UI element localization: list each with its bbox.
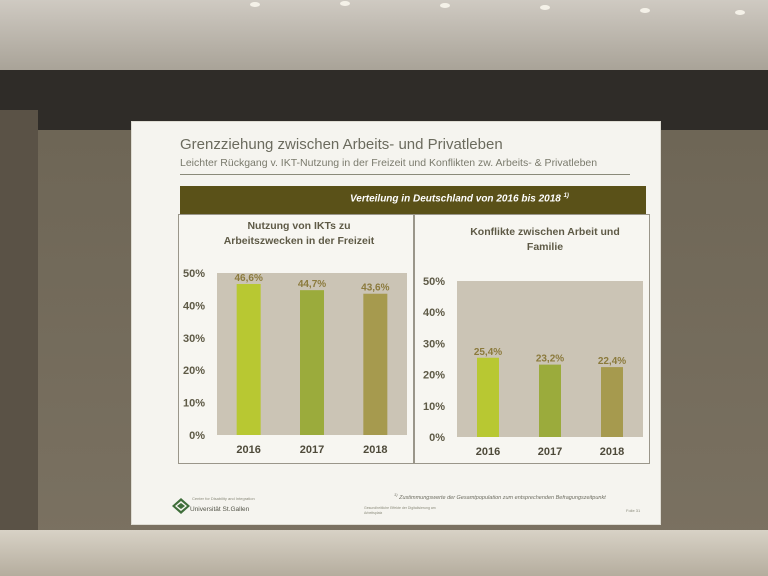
- ceiling-light: [340, 1, 350, 6]
- y-tick-label: 10%: [423, 401, 445, 413]
- x-tick-label: 2016: [236, 444, 260, 456]
- footnote: 1) Zustimmungswerte der Gesamtpopulation…: [394, 492, 606, 501]
- data-label: 43,6%: [361, 283, 389, 294]
- data-label: 22,4%: [598, 356, 626, 367]
- university-logo-icon: [172, 498, 190, 514]
- data-label: 46,6%: [234, 273, 262, 284]
- bar: [300, 290, 324, 435]
- bar: [236, 284, 261, 435]
- x-tick-label: 2018: [600, 446, 624, 458]
- y-tick-label: 0%: [429, 432, 445, 444]
- x-tick-label: 2018: [363, 444, 387, 456]
- data-label: 44,7%: [298, 279, 326, 290]
- banner-label: Verteilung in Deutschland von 2016 bis 2…: [350, 193, 561, 205]
- ceiling-light: [735, 10, 745, 15]
- x-tick-label: 2016: [476, 446, 500, 458]
- chart-panel-conflicts: Konflikte zwischen Arbeit und Familie 0%…: [414, 214, 650, 464]
- y-tick-label: 20%: [423, 370, 445, 382]
- bar-chart-ikt-usage: 0% 10% 20% 30% 40% 50% 46,6% 2016 44,7% 2017 43,6%…: [183, 268, 407, 456]
- slide-subtitle: Leichter Rückgang v. IKT-Nutzung in der …: [180, 157, 598, 169]
- y-tick-label: 40%: [423, 307, 445, 319]
- footnote-mark: 1): [394, 492, 398, 497]
- wall-panel: [0, 110, 38, 540]
- y-tick-label: 40%: [183, 300, 205, 312]
- ceiling-light: [640, 8, 650, 13]
- footer-text: Gesundheitliche Effekte der Digitalisier…: [364, 506, 436, 515]
- bar: [477, 357, 499, 437]
- x-tick-label: 2017: [538, 446, 562, 458]
- y-tick-label: 0%: [189, 430, 205, 442]
- room-floor: [0, 530, 768, 576]
- data-label: 23,2%: [536, 354, 564, 365]
- bar-chart-conflicts: 0% 10% 20% 30% 40% 50% 25,4% 2016 23,2% 2017 22,4%…: [423, 276, 643, 458]
- y-tick-label: 20%: [183, 365, 205, 377]
- chart-title: Konflikte zwischen Arbeit und Familie: [470, 226, 620, 253]
- page-number: Folie 31: [626, 508, 641, 513]
- projection-screen: Grenzziehung zwischen Arbeits- und Priva…: [132, 122, 660, 524]
- bar: [539, 364, 561, 437]
- x-tick-label: 2017: [300, 444, 324, 456]
- y-tick-label: 30%: [183, 333, 205, 345]
- chart-title: Nutzung von IKTs zu Arbeitszwecken in de…: [223, 220, 375, 247]
- banner-footnote-mark: 1): [563, 193, 569, 199]
- chart-panel-ikt-usage: Nutzung von IKTs zu Arbeitszwecken in de…: [178, 214, 414, 464]
- bar: [601, 367, 623, 437]
- logo-subtitle: Center for Disability and Integration: [192, 496, 255, 501]
- ceiling-light: [440, 3, 450, 8]
- room-ceiling: [0, 0, 768, 70]
- banner-text: Verteilung in Deutschland von 2016 bis 2…: [350, 193, 569, 204]
- y-tick-label: 10%: [183, 398, 205, 410]
- y-tick-label: 50%: [423, 276, 445, 288]
- bar: [363, 293, 388, 435]
- footnote-text: Zustimmungswerte der Gesamtpopulation zu…: [399, 494, 606, 501]
- ceiling-light: [540, 5, 550, 10]
- y-tick-label: 30%: [423, 338, 445, 350]
- slide-title: Grenzziehung zwischen Arbeits- und Priva…: [180, 136, 503, 153]
- title-divider: [180, 174, 630, 175]
- y-tick-label: 50%: [183, 268, 205, 280]
- logo-name: Universität St.Gallen: [190, 506, 250, 513]
- ceiling-light: [250, 2, 260, 7]
- data-label: 25,4%: [474, 347, 502, 358]
- chart-banner: Verteilung in Deutschland von 2016 bis 2…: [180, 186, 646, 214]
